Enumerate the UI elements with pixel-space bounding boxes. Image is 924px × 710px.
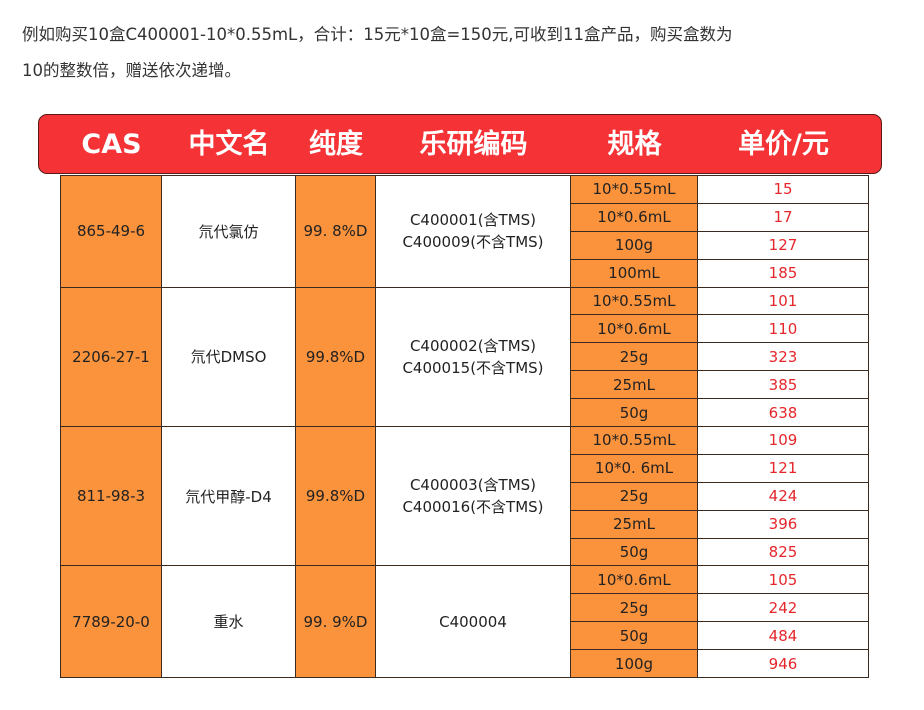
header-cas: CAS: [81, 129, 142, 160]
spec-cell: 10*0.55mL: [570, 175, 698, 204]
name-cell: 氘代DMSO: [161, 286, 296, 428]
table-row: 10*0. 6mL 121: [61, 453, 869, 483]
name-cell: 重水: [161, 565, 296, 679]
cas-cell: 811-98-3: [60, 426, 162, 567]
price-cell: 323: [697, 342, 869, 372]
price-cell: 17: [697, 202, 869, 232]
header-purity: 纯度: [309, 129, 363, 160]
name-cell: 氘代氯仿: [161, 175, 296, 288]
spec-cell: 25mL: [570, 509, 698, 539]
price-cell: 121: [697, 453, 869, 483]
spec-cell: 10*0. 6mL: [570, 453, 698, 483]
purity-cell: 99. 9%D: [295, 565, 376, 679]
table-row: 100mL 185: [61, 258, 869, 288]
price-cell: 110: [697, 314, 869, 344]
spec-cell: 100mL: [570, 258, 698, 288]
price-cell: 127: [697, 230, 869, 260]
product-code: C400004: [439, 612, 507, 631]
spec-cell: 25g: [570, 481, 698, 511]
price-cell: 105: [697, 565, 869, 595]
header-code: 乐研编码: [419, 129, 528, 160]
code-cell: C400003(含TMS) C400016(不含TMS): [375, 426, 571, 567]
table-row: 100g 946: [61, 649, 869, 679]
product-code: C400015(不含TMS): [402, 358, 544, 377]
code-cell: C400001(含TMS) C400009(不含TMS): [375, 175, 571, 288]
table-row: 10*0.6mL 17: [61, 202, 869, 232]
product-code: C400009(不含TMS): [402, 233, 544, 252]
spec-cell: 50g: [570, 398, 698, 428]
purity-cell: 99.8%D: [295, 426, 376, 567]
table-header: CAS 中文名 纯度 乐研编码 规格 单价/元: [38, 114, 882, 174]
table-row: 25mL 385: [61, 370, 869, 400]
table-row: 100g 127: [61, 230, 869, 260]
table-row: 7789-20-0 重水 99. 9%D C400004 10*0.6mL 105: [60, 565, 869, 679]
code-cell: C400002(含TMS) C400015(不含TMS): [375, 286, 571, 428]
cas-cell: 7789-20-0: [60, 565, 162, 679]
spec-cell: 10*0.55mL: [570, 426, 698, 455]
price-cell: 101: [697, 286, 869, 316]
table-row: 10*0.6mL 110: [61, 314, 869, 344]
price-cell: 946: [697, 649, 869, 679]
spec-cell: 10*0.6mL: [570, 314, 698, 344]
product-code: C400002(含TMS): [409, 336, 537, 355]
product-code: C400003(含TMS): [409, 476, 537, 495]
purity-cell: 99.8%D: [295, 286, 376, 428]
price-cell: 484: [697, 621, 869, 651]
table-row: 50g 638: [61, 398, 869, 428]
spec-cell: 25g: [570, 593, 698, 623]
cas-cell: 865-49-6: [60, 175, 162, 288]
table-row: 865-49-6 氘代氯仿 99. 8%D C400001(含TMS) C400009(…: [60, 175, 869, 288]
price-cell: 396: [697, 509, 869, 539]
header-price: 单价/元: [738, 129, 829, 160]
header-spec: 规格: [607, 129, 662, 160]
price-cell: 15: [697, 175, 869, 204]
table-row: 25mL 396: [61, 509, 869, 539]
cas-cell: 2206-27-1: [60, 286, 162, 428]
table-row: 25g 242: [61, 593, 869, 623]
product-code: C400001(含TMS): [409, 211, 537, 230]
intro-text: 例如购买10盒C400001-10*0.55mL，合计：15元*10盒=150元…: [22, 17, 912, 89]
spec-cell: 25mL: [570, 370, 698, 400]
price-cell: 638: [697, 398, 869, 428]
spec-cell: 10*0.6mL: [570, 202, 698, 232]
table-row: 2206-27-1 氘代DMSO 99.8%D C400002(含TMS) C40001…: [60, 286, 869, 428]
price-cell: 185: [697, 258, 869, 288]
price-cell: 385: [697, 370, 869, 400]
spec-cell: 100g: [570, 230, 698, 260]
table-row: 811-98-3 氘代甲醇-D4 99.8%D C400003(含TMS) C40001…: [60, 426, 869, 567]
price-cell: 242: [697, 593, 869, 623]
spec-cell: 10*0.6mL: [570, 565, 698, 595]
spec-cell: 50g: [570, 621, 698, 651]
price-cell: 825: [697, 537, 869, 567]
name-cell: 氘代甲醇-D4: [161, 426, 296, 567]
table-row: 25g 323: [61, 342, 869, 372]
code-cell: C400004: [375, 565, 571, 679]
price-cell: 424: [697, 481, 869, 511]
product-table: 865-49-6 氘代氯仿 99. 8%D C400001(含TMS) C400009(…: [60, 175, 869, 679]
table-row: 50g 484: [61, 621, 869, 651]
spec-cell: 50g: [570, 537, 698, 567]
spec-cell: 10*0.55mL: [570, 286, 698, 316]
intro-line-2: 10的整数倍，赠送依次递增。: [22, 61, 241, 80]
purity-cell: 99. 8%D: [295, 175, 376, 288]
price-cell: 109: [697, 426, 869, 455]
table-row: 50g 825: [61, 537, 869, 567]
spec-cell: 100g: [570, 649, 698, 679]
header-name: 中文名: [188, 129, 270, 160]
intro-line-1: 例如购买10盒C400001-10*0.55mL，合计：15元*10盒=150元…: [22, 25, 733, 44]
product-code: C400016(不含TMS): [402, 498, 544, 517]
spec-cell: 25g: [570, 342, 698, 372]
